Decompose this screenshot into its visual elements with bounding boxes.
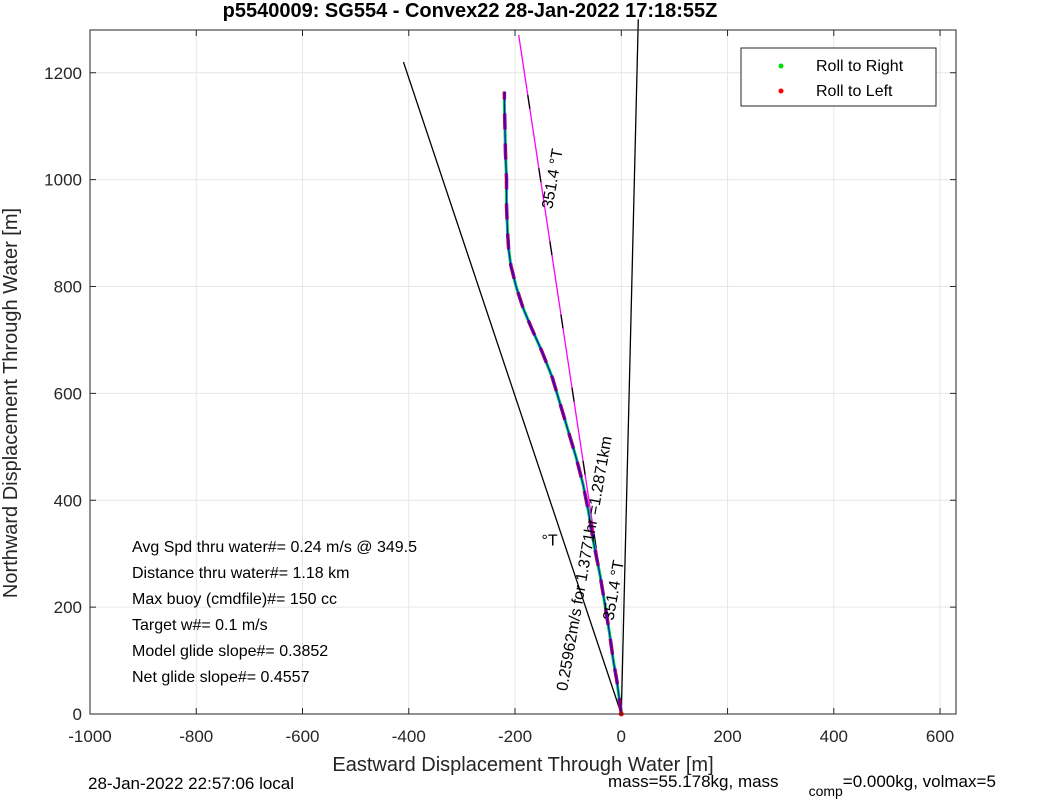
x-axis-label: Eastward Displacement Through Water [m] xyxy=(332,754,713,776)
stats-line: Model glide slope#= 0.3852 xyxy=(132,643,328,660)
y-axis-label: Northward Displacement Through Water [m] xyxy=(0,208,22,598)
legend-box xyxy=(740,47,937,107)
stats-line: Target w#= 0.1 m/s xyxy=(132,617,268,634)
legend-marker-roll-right xyxy=(778,63,784,69)
x-tick-label: 200 xyxy=(713,727,741,746)
reference-line-1 xyxy=(402,61,622,715)
y-tick-label: 400 xyxy=(54,491,82,510)
x-tick-label: -400 xyxy=(392,727,426,746)
footer-mass-suffix: =0.000kg, volmax=5 xyxy=(843,772,996,791)
stats-line: Distance thru water#= 1.18 km xyxy=(132,565,349,582)
y-tick-label: 1200 xyxy=(44,64,82,83)
x-tick-label: -200 xyxy=(498,727,532,746)
y-tick-label: 1000 xyxy=(44,171,82,190)
reference-line-2 xyxy=(620,19,639,715)
stats-line: Net glide slope#= 0.4557 xyxy=(132,669,310,686)
plot-frame xyxy=(89,29,957,715)
chart-title: p5540009: SG554 - Convex22 28-Jan-2022 1… xyxy=(223,0,718,22)
y-tick-label: 600 xyxy=(54,384,82,403)
x-tick-label: 400 xyxy=(820,727,848,746)
x-tick-label: -600 xyxy=(285,727,319,746)
track-line xyxy=(503,91,622,715)
plot-area xyxy=(90,30,956,714)
y-tick-label: 0 xyxy=(73,705,82,724)
footer-mass-info: mass=55.178kg, mass comp=0.000kg, volmax=… xyxy=(608,772,996,799)
y-tick-label: 800 xyxy=(54,278,82,297)
x-tick-label: -1000 xyxy=(68,727,111,746)
stats-line: Avg Spd thru water#= 0.24 m/s @ 349.5 xyxy=(132,539,417,556)
footer-local-time: 28-Jan-2022 22:57:06 local xyxy=(88,774,294,793)
legend-label-roll-right: Roll to Right xyxy=(816,58,904,75)
footer-mass-prefix: mass=55.178kg, mass xyxy=(608,772,779,791)
annotation-label: °T xyxy=(541,533,557,550)
footer-mass-sub: comp xyxy=(809,783,843,799)
y-tick-label: 200 xyxy=(54,598,82,617)
x-tick-label: 0 xyxy=(617,727,626,746)
legend-label-roll-left: Roll to Left xyxy=(816,83,893,100)
stats-block: Avg Spd thru water#= 0.24 m/s @ 349.5 Dis… xyxy=(132,539,417,686)
x-tick-label: -800 xyxy=(179,727,213,746)
legend-marker-roll-left xyxy=(778,88,784,94)
legend: Roll to Right Roll to Left xyxy=(740,47,937,107)
ticks: -1000 -800 -600 -400 -200 0 200 400 600 0 200 400 60… xyxy=(44,30,956,746)
x-tick-label: 600 xyxy=(926,727,954,746)
stats-line: Max buoy (cmdfile)#= 150 cc xyxy=(132,591,337,608)
